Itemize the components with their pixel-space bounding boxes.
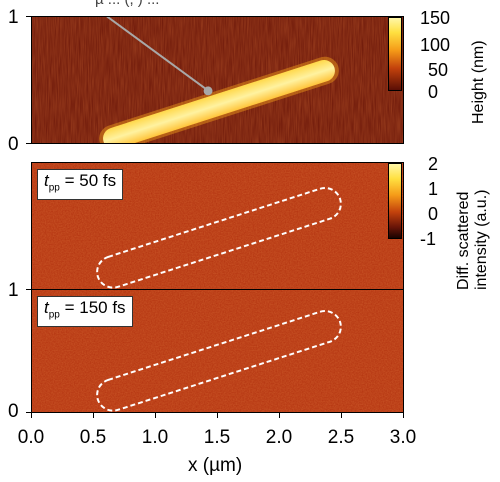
diff-colorbar-label-line2: intensity (a.u.) [473, 189, 490, 290]
diff150-ytick-0-mark [26, 412, 31, 413]
diff50-ytick-1-mark [26, 289, 31, 290]
x-tick-mark [92, 412, 94, 418]
diff50-ytick-1: 1 [8, 280, 19, 301]
diff-colorbar [388, 163, 402, 239]
diff-cbar-tick-0: 0 [428, 204, 439, 224]
x-tick-label: 2.5 [327, 427, 355, 448]
top-fragment-text: µ ... (, ) ... [95, 0, 159, 8]
height-map-image [32, 17, 403, 143]
diff-50fs-panel: tpp = 50 fs [31, 162, 404, 290]
x-tick-mark [154, 412, 156, 418]
height-colorbar-label: Height (nm) [470, 40, 487, 124]
x-axis-label: x (µm) [188, 455, 243, 476]
height-ytick-0: 0 [8, 134, 19, 155]
diff-cbar-tick-2: 2 [428, 154, 439, 174]
height-cbar-tick-0: 0 [428, 82, 439, 102]
height-cbar-tick-100: 100 [420, 35, 451, 55]
x-tick-mark [340, 412, 342, 418]
height-map-panel [31, 16, 404, 144]
x-tick-label: 2.0 [265, 427, 293, 448]
x-tick-mark [30, 412, 32, 418]
height-ytick-1-mark [26, 16, 31, 17]
height-cbar-tick-150: 150 [420, 8, 451, 28]
diff150-ytick-0: 0 [8, 401, 19, 422]
x-tick-label: 1.5 [203, 427, 231, 448]
x-tick-mark [402, 412, 404, 418]
x-tick-label: 0.0 [17, 427, 45, 448]
height-cbar-tick-50: 50 [428, 60, 449, 80]
x-tick-label: 1.0 [141, 427, 169, 448]
height-ytick-1: 1 [8, 7, 19, 28]
x-tick-label: 0.5 [79, 427, 107, 448]
diff-150fs-panel: tpp = 150 fs [31, 289, 404, 413]
x-tick-mark [216, 412, 218, 418]
height-ytick-0-mark [26, 143, 31, 144]
diff-colorbar-label-line1: Diff. scattered [455, 191, 472, 290]
height-colorbar [388, 17, 402, 91]
x-tick-label: 3.0 [389, 427, 417, 448]
tpp-50fs-label: tpp = 50 fs [37, 169, 124, 201]
diff-cbar-tick-1: 1 [428, 179, 439, 199]
x-tick-mark [278, 412, 280, 418]
tpp-150fs-label: tpp = 150 fs [37, 296, 133, 328]
diff-cbar-tick-neg1: -1 [420, 229, 437, 249]
